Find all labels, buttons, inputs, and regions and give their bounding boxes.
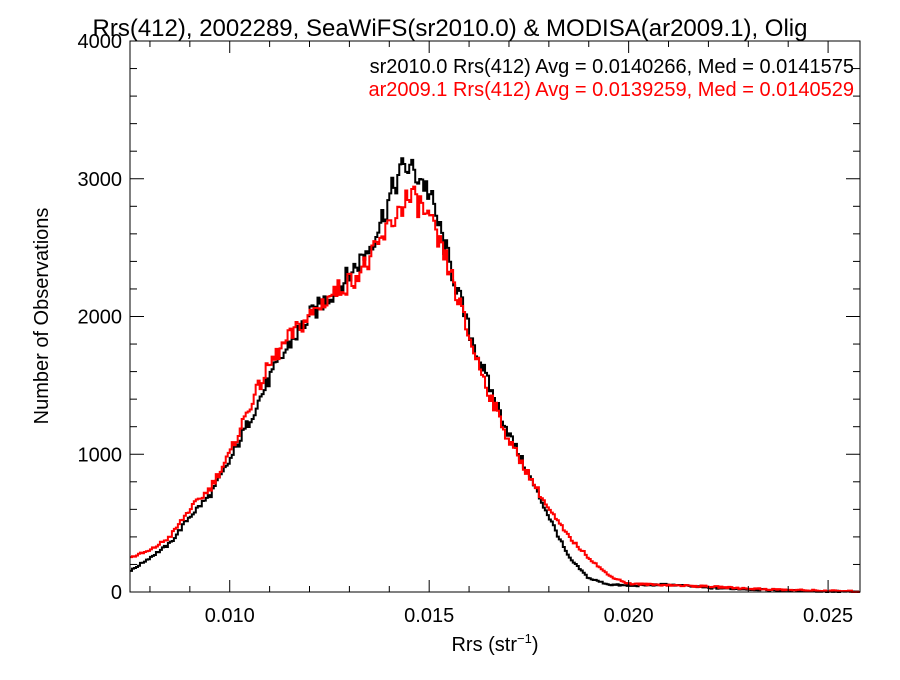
y-axis-label: Number of Observations	[31, 208, 53, 425]
chart-title: Rrs(412), 2002289, SeaWiFS(sr2010.0) & M…	[93, 15, 808, 42]
x-axis-label-close: )	[532, 634, 539, 656]
series-layer	[130, 157, 860, 593]
axis-layer: 0.010 0.015 0.020 0.025 0 1000 2000 3000 4000	[78, 31, 860, 627]
x-axis-label-main: Rrs (str	[451, 634, 517, 656]
x-axis-label-superscript: −1	[517, 631, 532, 646]
y-tick-label: 2000	[78, 307, 123, 329]
y-tick-label: 4000	[78, 31, 123, 53]
legend-entry-sr2010: sr2010.0 Rrs(412) Avg = 0.0140266, Med =…	[370, 56, 854, 78]
legend-entry-ar2009: ar2009.1 Rrs(412) Avg = 0.0139259, Med =…	[368, 79, 854, 101]
y-tick-label: 3000	[78, 169, 123, 191]
x-axis-label: Rrs (str−1)	[451, 631, 538, 656]
x-tick-label: 0.025	[803, 605, 853, 627]
x-tick-label: 0.020	[604, 605, 654, 627]
y-tick-label: 1000	[78, 444, 123, 466]
y-tick-label: 0	[111, 582, 122, 604]
series-line-ar2009	[130, 185, 860, 593]
x-tick-label: 0.015	[404, 605, 454, 627]
x-tick-label: 0.010	[205, 605, 255, 627]
